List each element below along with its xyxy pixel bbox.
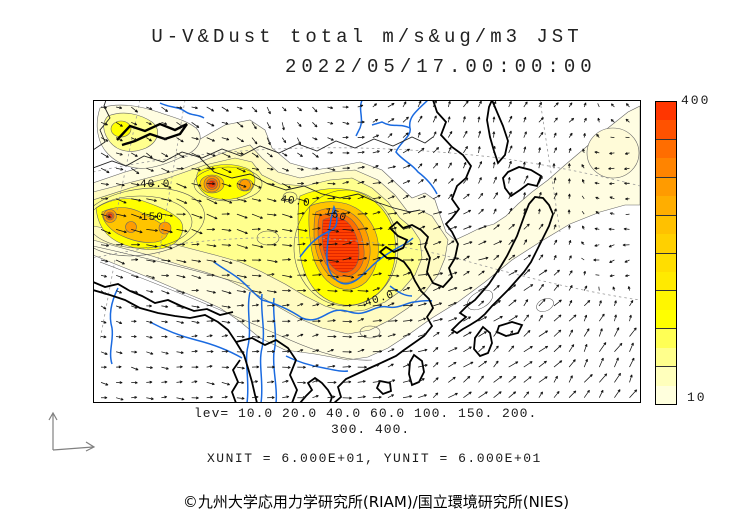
xy-axis-arrows-icon — [48, 411, 96, 452]
colorbar-min-label: 10 — [687, 390, 707, 405]
svg-text:150: 150 — [141, 212, 164, 224]
rivers — [109, 100, 438, 403]
contour-levels-line2: 300. 400. — [331, 422, 411, 437]
plot-title: U-V&Dust total m/s&ug/m3 JST — [151, 26, 583, 48]
colorbar — [655, 101, 677, 405]
coastlines — [93, 100, 554, 403]
wind-arrows — [100, 100, 638, 401]
svg-text:40.0: 40.0 — [279, 194, 311, 210]
contour-levels-line1: lev= 10.0 20.0 40.0 60.0 100. 150. 200. — [194, 406, 538, 421]
unit-scale-text: XUNIT = 6.000E+01, YUNIT = 6.000E+01 — [207, 451, 542, 466]
map-frame — [93, 100, 641, 403]
colorbar-max-label: 400 — [681, 93, 711, 108]
mountain-ridge — [116, 122, 188, 147]
plot-datetime: 2022/05/17.00:00:00 — [285, 56, 597, 78]
graticule — [93, 100, 641, 341]
svg-text:40.0: 40.0 — [140, 179, 170, 191]
copyright-text: ©九州大学応用力学研究所(RIAM)/国立環境研究所(NIES) — [182, 493, 570, 511]
dust-contour-fills — [93, 104, 641, 361]
